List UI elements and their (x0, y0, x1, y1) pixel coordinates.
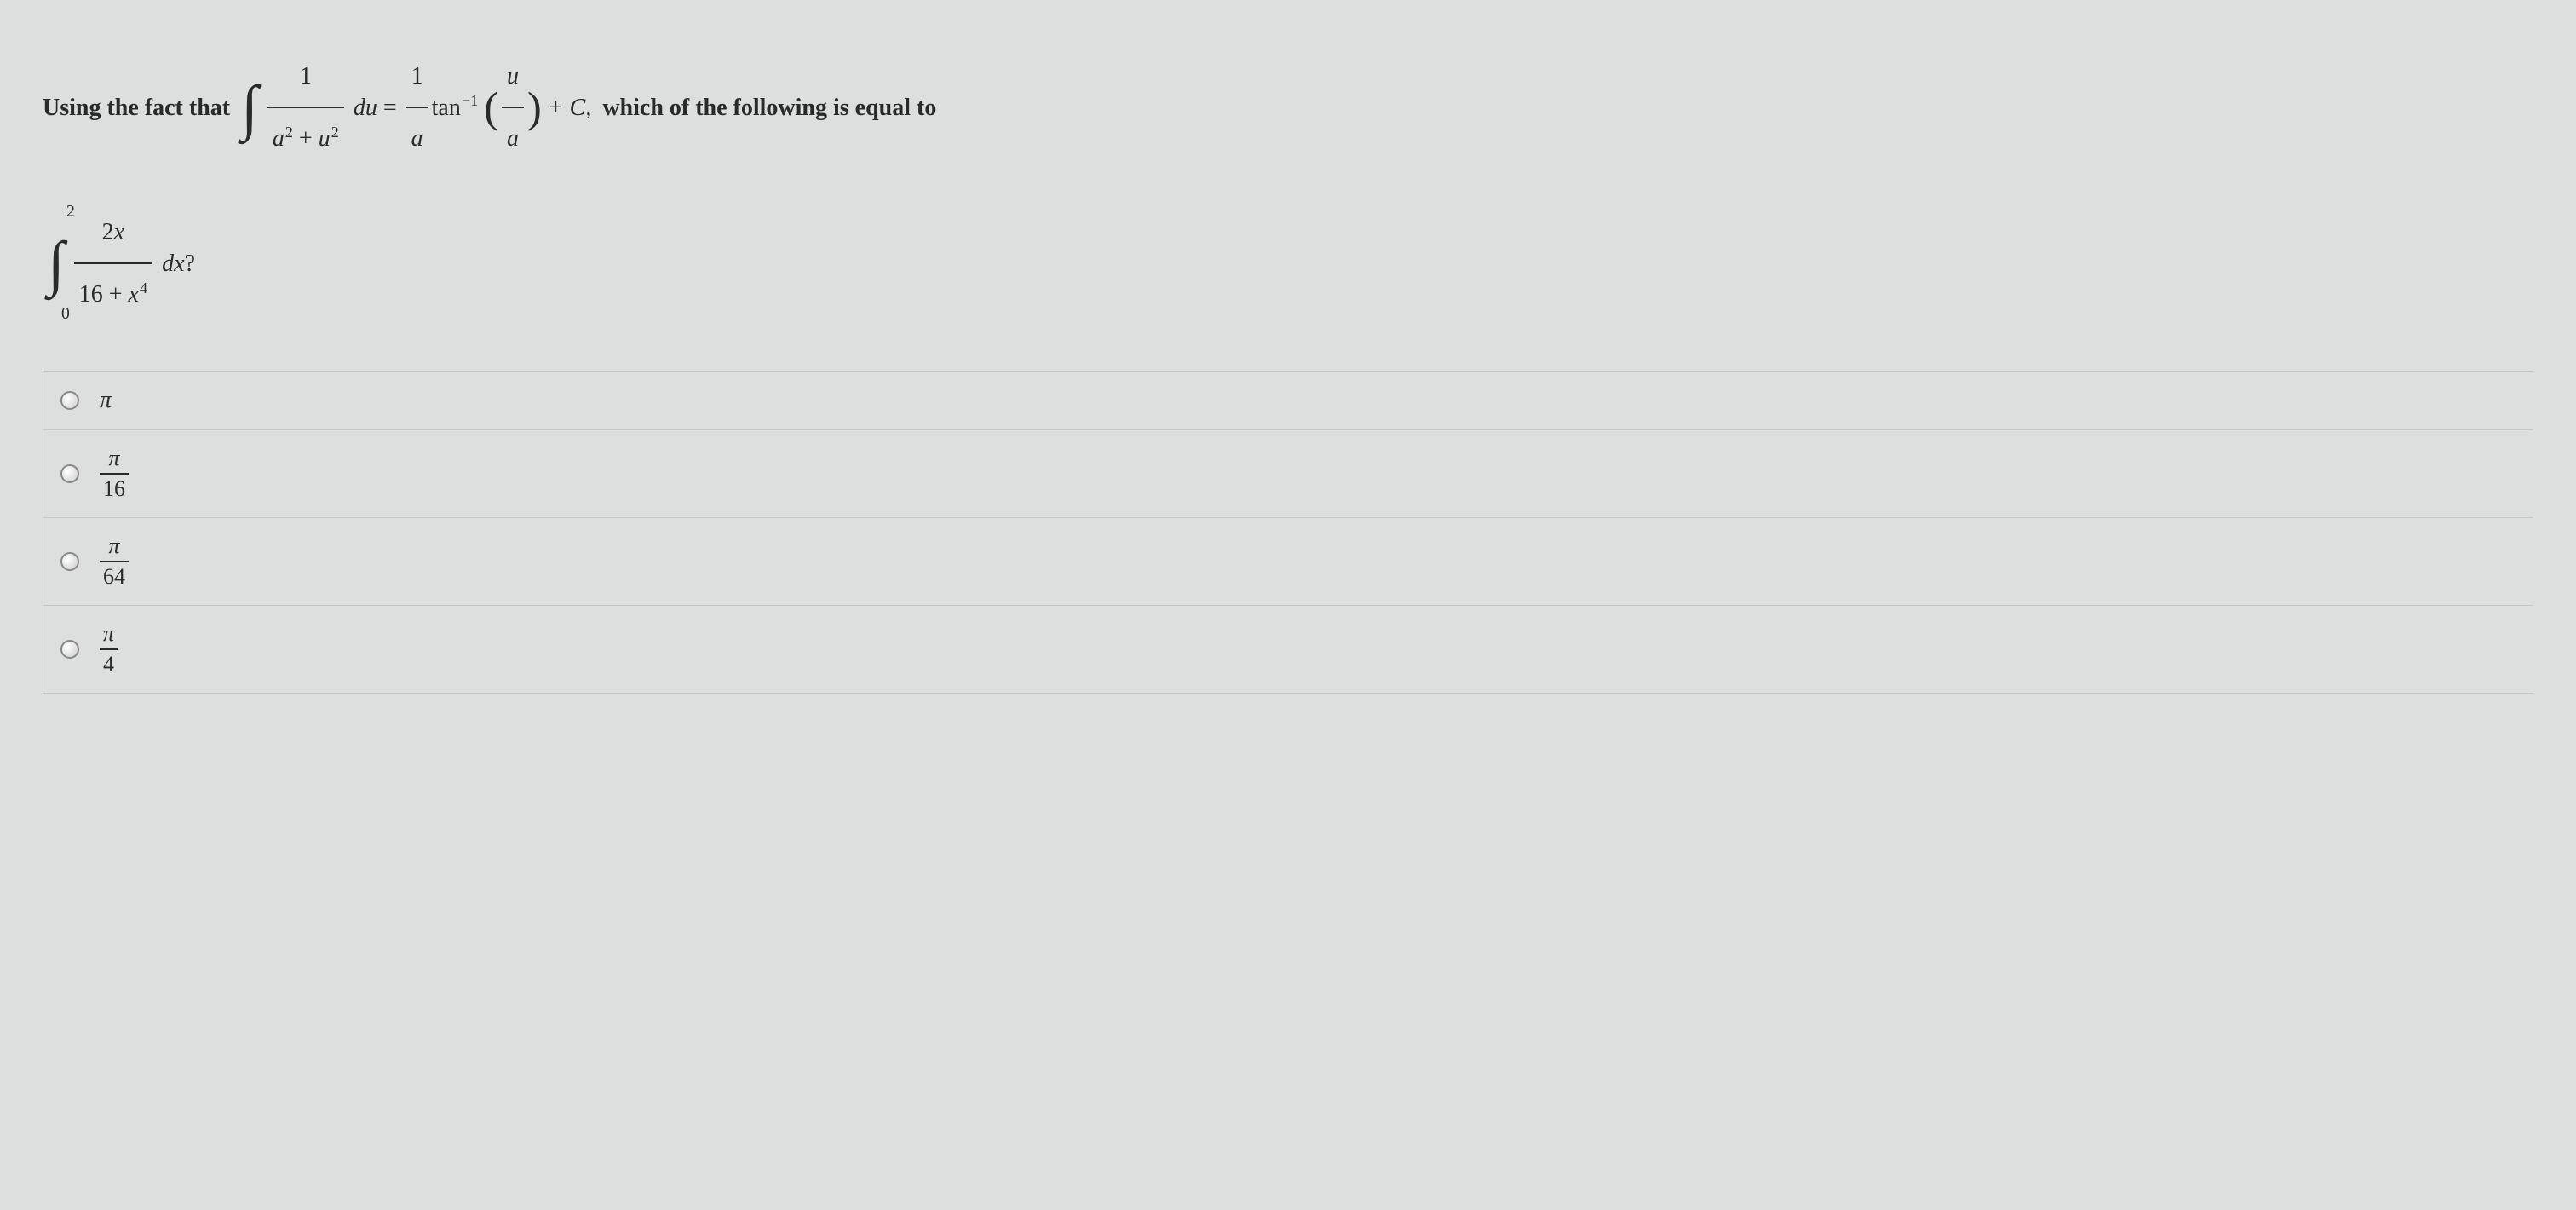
option-fraction: π 4 (100, 621, 118, 677)
option-content-3: π 64 (100, 533, 129, 590)
question-container: Using the fact that ∫ 1 a2 + u2 du = 1 a… (34, 17, 2542, 711)
options-container: π π 16 π 64 (43, 371, 2533, 694)
equals-sign: = (383, 79, 397, 136)
right-paren-icon: ) (527, 56, 542, 159)
option-row[interactable]: π (43, 371, 2533, 430)
formula-to-evaluate: 2 ∫ 0 2x 16 + x4 dx? (43, 190, 2533, 337)
integrand-numerator: 1 (267, 48, 344, 108)
question-middle: which of the following is equal to (602, 95, 936, 121)
du-label: du (354, 79, 377, 136)
lower-limit: 0 (61, 294, 70, 334)
radio-icon[interactable] (60, 464, 79, 483)
option-content-4: π 4 (100, 621, 118, 677)
option-row[interactable]: π 4 (43, 605, 2533, 694)
option-fraction: π 64 (100, 533, 129, 590)
definite-integral: 2 ∫ 0 2x 16 + x4 dx? (48, 190, 195, 337)
radio-icon[interactable] (60, 552, 79, 571)
question-mark: ? (185, 235, 195, 292)
integrand-2-denominator: 16 + x4 (74, 264, 152, 323)
result-coefficient: 1 a (406, 48, 428, 167)
radio-icon[interactable] (60, 640, 79, 659)
integrand-denominator: a2 + u2 (267, 108, 344, 167)
dx-label: dx (162, 235, 184, 292)
integral-sign-icon: ∫ (241, 34, 258, 182)
integrand-fraction: 1 a2 + u2 (267, 48, 344, 167)
upper-limit: 2 (66, 192, 75, 232)
option-content-1: π (100, 387, 112, 414)
tan-function: tan−1 (432, 79, 479, 136)
option-fraction: π 16 (100, 446, 129, 502)
integrand-fraction-2: 2x 16 + x4 (74, 204, 152, 323)
left-paren-icon: ( (484, 56, 498, 159)
radio-icon[interactable] (60, 391, 79, 410)
formula-given: ∫ 1 a2 + u2 du = 1 a tan−1 ( u a ) + C, (241, 34, 591, 182)
question-text: Using the fact that ∫ 1 a2 + u2 du = 1 a… (43, 34, 2533, 337)
tan-argument: u a (502, 48, 524, 167)
integrand-2-numerator: 2x (74, 204, 152, 264)
question-prefix: Using the fact that (43, 95, 230, 121)
plus-c: + C, (548, 79, 592, 136)
integral-with-limits: 2 ∫ 0 (48, 190, 65, 337)
option-row[interactable]: π 16 (43, 429, 2533, 518)
option-content-2: π 16 (100, 446, 129, 502)
option-row[interactable]: π 64 (43, 517, 2533, 606)
